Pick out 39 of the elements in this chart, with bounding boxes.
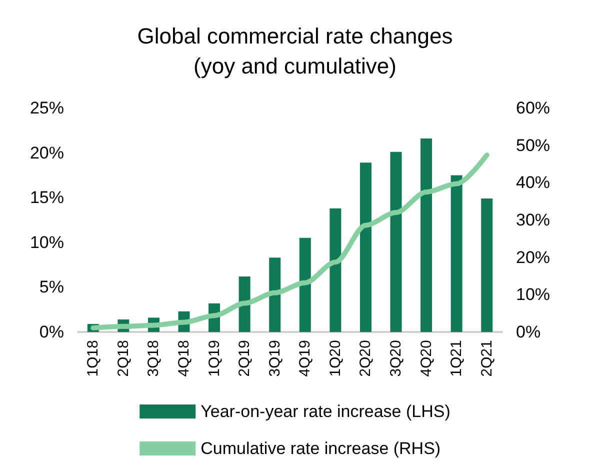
x-tick-label: 2Q19 — [236, 340, 254, 377]
chart-title: Global commercial rate changes (yoy and cumulative) — [137, 24, 453, 78]
bar — [420, 138, 432, 332]
y-tick-label: 15% — [30, 188, 64, 208]
bar — [238, 276, 250, 332]
y-tick-label: 5% — [39, 278, 64, 297]
x-tick-label: 2Q21 — [478, 340, 496, 377]
y-tick-label: 25% — [30, 98, 64, 118]
y2-tick-label: 30% — [516, 210, 550, 230]
bar — [450, 175, 462, 332]
legend-label: Year-on-year rate increase (LHS) — [200, 402, 450, 421]
bar — [299, 238, 311, 332]
y-tick-label: 10% — [30, 232, 64, 252]
bar — [481, 198, 493, 332]
x-tick-label: 4Q18 — [176, 340, 192, 377]
bar — [330, 208, 342, 332]
legend-label: Cumulative rate increase (RHS) — [200, 439, 441, 458]
x-tick-label: 1Q20 — [326, 340, 344, 377]
y2-tick-label: 60% — [516, 98, 550, 118]
y2-tick-label: 40% — [516, 173, 550, 192]
x-tick-label: 1Q18 — [84, 340, 102, 377]
x-tick-label: 4Q19 — [296, 340, 314, 377]
bar — [269, 258, 281, 332]
bar — [390, 152, 402, 332]
x-tick-label: 2Q18 — [114, 340, 132, 377]
x-tick-label: 1Q19 — [206, 340, 223, 377]
y-tick-label: 20% — [30, 143, 64, 162]
bar — [360, 162, 372, 332]
x-tick-label: 2Q20 — [357, 340, 374, 377]
x-tick-label: 3Q20 — [388, 340, 404, 377]
y2-tick-label: 20% — [516, 248, 550, 267]
y2-tick-label: 50% — [516, 136, 550, 155]
y2-tick-label: 10% — [516, 285, 550, 304]
x-tick-label: 4Q20 — [418, 340, 435, 377]
x-tick-label: 3Q18 — [145, 340, 162, 377]
x-tick-label: 1Q21 — [448, 340, 466, 377]
y2-tick-label: 0% — [516, 322, 541, 342]
y-tick-label: 0% — [39, 322, 64, 342]
x-tick-label: 3Q19 — [266, 340, 284, 377]
